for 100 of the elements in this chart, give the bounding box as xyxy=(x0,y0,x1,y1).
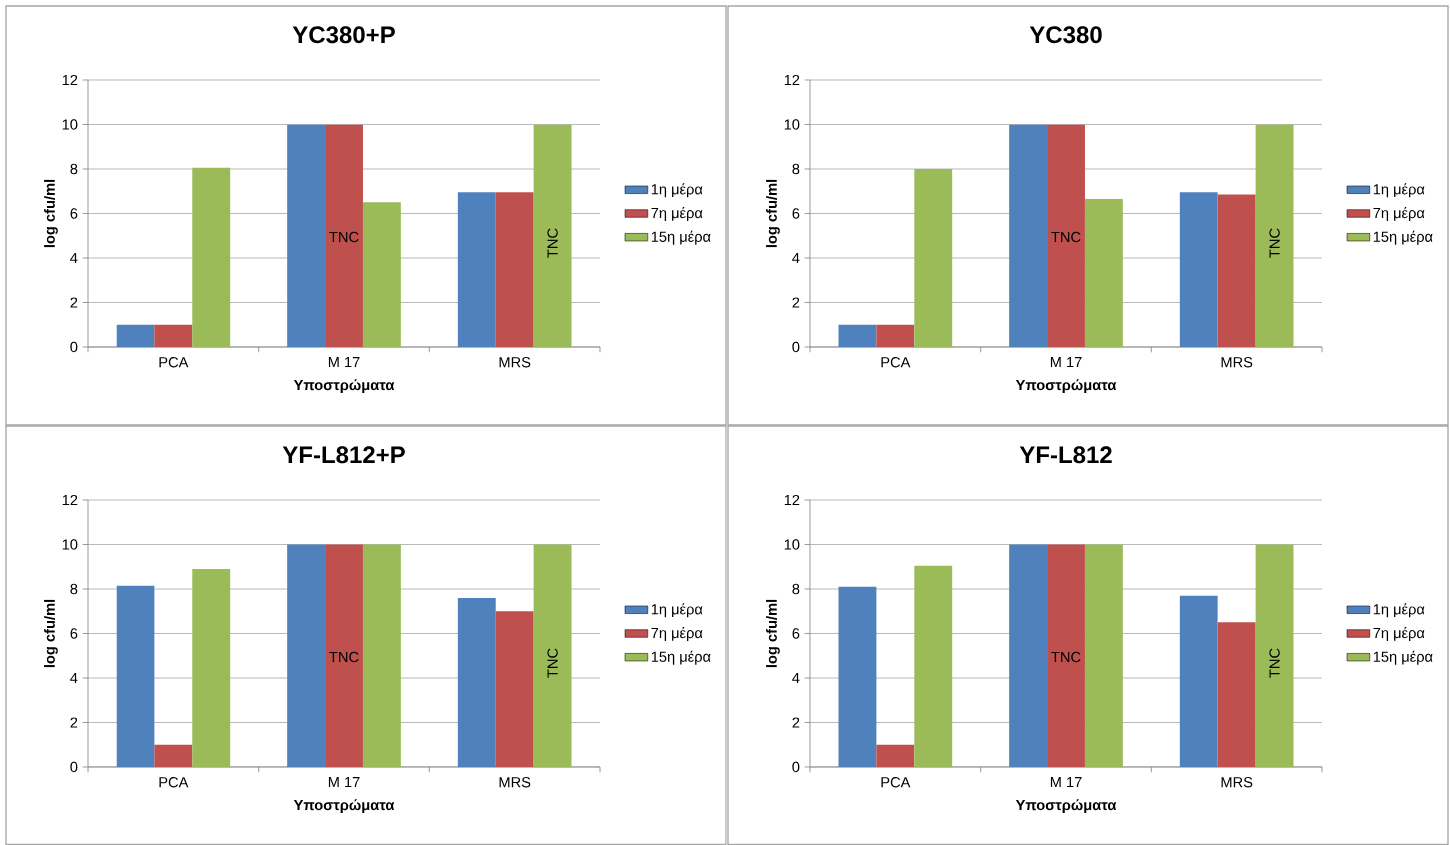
annotation: TNC xyxy=(329,651,359,663)
bar xyxy=(192,568,231,767)
y-tick-label: 6 xyxy=(70,208,78,219)
bar xyxy=(457,597,496,767)
chart-title: YF-L812+P xyxy=(282,446,405,464)
bar xyxy=(1084,544,1123,767)
bar xyxy=(914,168,953,347)
y-tick-label: 12 xyxy=(62,74,78,86)
legend-label: 7η μέρα xyxy=(651,206,703,222)
bar xyxy=(838,324,877,347)
bar xyxy=(362,202,401,347)
legend-label: 1η μέρα xyxy=(651,183,703,198)
x-tick-label: PCA xyxy=(881,777,911,788)
annotation: TNC xyxy=(1269,228,1280,258)
annotation: TNC xyxy=(1051,231,1081,243)
bar xyxy=(457,192,496,347)
y-tick-label: 0 xyxy=(792,341,800,353)
y-tick-label: 0 xyxy=(70,341,78,353)
y-tick-label: 2 xyxy=(70,297,78,308)
bar xyxy=(1217,622,1256,767)
bar xyxy=(1009,544,1048,767)
y-tick-label: 4 xyxy=(70,252,78,264)
legend-label: 15η μέρα xyxy=(651,650,711,665)
annotation: TNC xyxy=(547,228,558,258)
chart-title: YC380 xyxy=(1029,26,1102,44)
x-tick-label: MRS xyxy=(499,357,531,368)
bar xyxy=(287,544,326,767)
y-tick-label: 2 xyxy=(792,717,800,728)
y-tick-label: 10 xyxy=(784,119,800,130)
y-tick-label: 2 xyxy=(792,297,800,308)
annotation: TNC xyxy=(547,648,558,678)
bar xyxy=(362,544,401,767)
bar xyxy=(876,744,915,767)
bar xyxy=(154,324,193,347)
x-tick-label: PCA xyxy=(159,357,189,368)
y-tick-label: 6 xyxy=(792,208,800,219)
chart-title: YC380+P xyxy=(292,26,395,44)
bar xyxy=(533,544,572,767)
bar xyxy=(495,611,534,767)
bar xyxy=(1255,544,1294,767)
bar xyxy=(192,167,231,347)
y-tick-label: 4 xyxy=(792,252,800,264)
x-tick-label: MRS xyxy=(1221,777,1253,788)
y-axis-title: log cfu/ml xyxy=(44,599,58,668)
bar xyxy=(1179,595,1218,767)
x-tick-label: M 17 xyxy=(328,357,360,368)
annotation: TNC xyxy=(1269,648,1280,678)
legend-label: 15η μέρα xyxy=(1373,230,1433,245)
bar xyxy=(1255,124,1294,347)
x-tick-label: MRS xyxy=(499,777,531,788)
y-tick-label: 12 xyxy=(784,74,800,86)
chart-title: YF-L812 xyxy=(1019,446,1112,464)
y-tick-label: 8 xyxy=(70,583,78,595)
legend-label: 1η μέρα xyxy=(1373,603,1425,618)
x-tick-label: M 17 xyxy=(1050,357,1082,368)
y-tick-label: 8 xyxy=(792,163,800,175)
y-tick-label: 6 xyxy=(70,628,78,639)
bar xyxy=(1084,199,1123,347)
y-tick-label: 10 xyxy=(62,539,78,550)
y-axis-title: log cfu/ml xyxy=(766,599,780,668)
bar xyxy=(914,565,953,767)
y-tick-label: 12 xyxy=(62,494,78,506)
x-tick-label: M 17 xyxy=(328,777,360,788)
bar xyxy=(116,585,155,767)
legend-label: 7η μέρα xyxy=(1373,626,1425,642)
y-tick-label: 10 xyxy=(784,539,800,550)
y-tick-label: 12 xyxy=(784,494,800,506)
bar xyxy=(287,124,326,347)
bar xyxy=(876,324,915,347)
y-tick-label: 4 xyxy=(70,672,78,684)
legend-label: 15η μέρα xyxy=(651,230,711,245)
y-tick-label: 8 xyxy=(792,583,800,595)
y-axis-title: log cfu/ml xyxy=(44,179,58,248)
y-tick-label: 0 xyxy=(792,761,800,773)
y-tick-label: 4 xyxy=(792,672,800,684)
bar xyxy=(116,324,155,347)
bar xyxy=(154,744,193,767)
legend-label: 1η μέρα xyxy=(651,603,703,618)
bar xyxy=(1009,124,1048,347)
x-axis-title: Υποστρώματα xyxy=(293,379,395,394)
bar xyxy=(533,124,572,347)
bar xyxy=(1179,192,1218,347)
y-axis-title: log cfu/ml xyxy=(766,179,780,248)
y-tick-label: 0 xyxy=(70,761,78,773)
bar xyxy=(325,124,363,347)
legend-label: 7η μέρα xyxy=(1373,206,1425,222)
x-tick-label: M 17 xyxy=(1050,777,1082,788)
legend-label: 7η μέρα xyxy=(651,626,703,642)
bar xyxy=(1047,124,1085,347)
legend-label: 1η μέρα xyxy=(1373,183,1425,198)
bar xyxy=(325,544,363,767)
y-tick-label: 10 xyxy=(62,119,78,130)
x-axis-title: Υποστρώματα xyxy=(1015,799,1117,814)
y-tick-label: 8 xyxy=(70,163,78,175)
bar xyxy=(1047,544,1085,767)
x-axis-title: Υποστρώματα xyxy=(293,799,395,814)
x-axis-title: Υποστρώματα xyxy=(1015,379,1117,394)
bar xyxy=(495,192,534,347)
y-tick-label: 6 xyxy=(792,628,800,639)
annotation: TNC xyxy=(1051,651,1081,663)
